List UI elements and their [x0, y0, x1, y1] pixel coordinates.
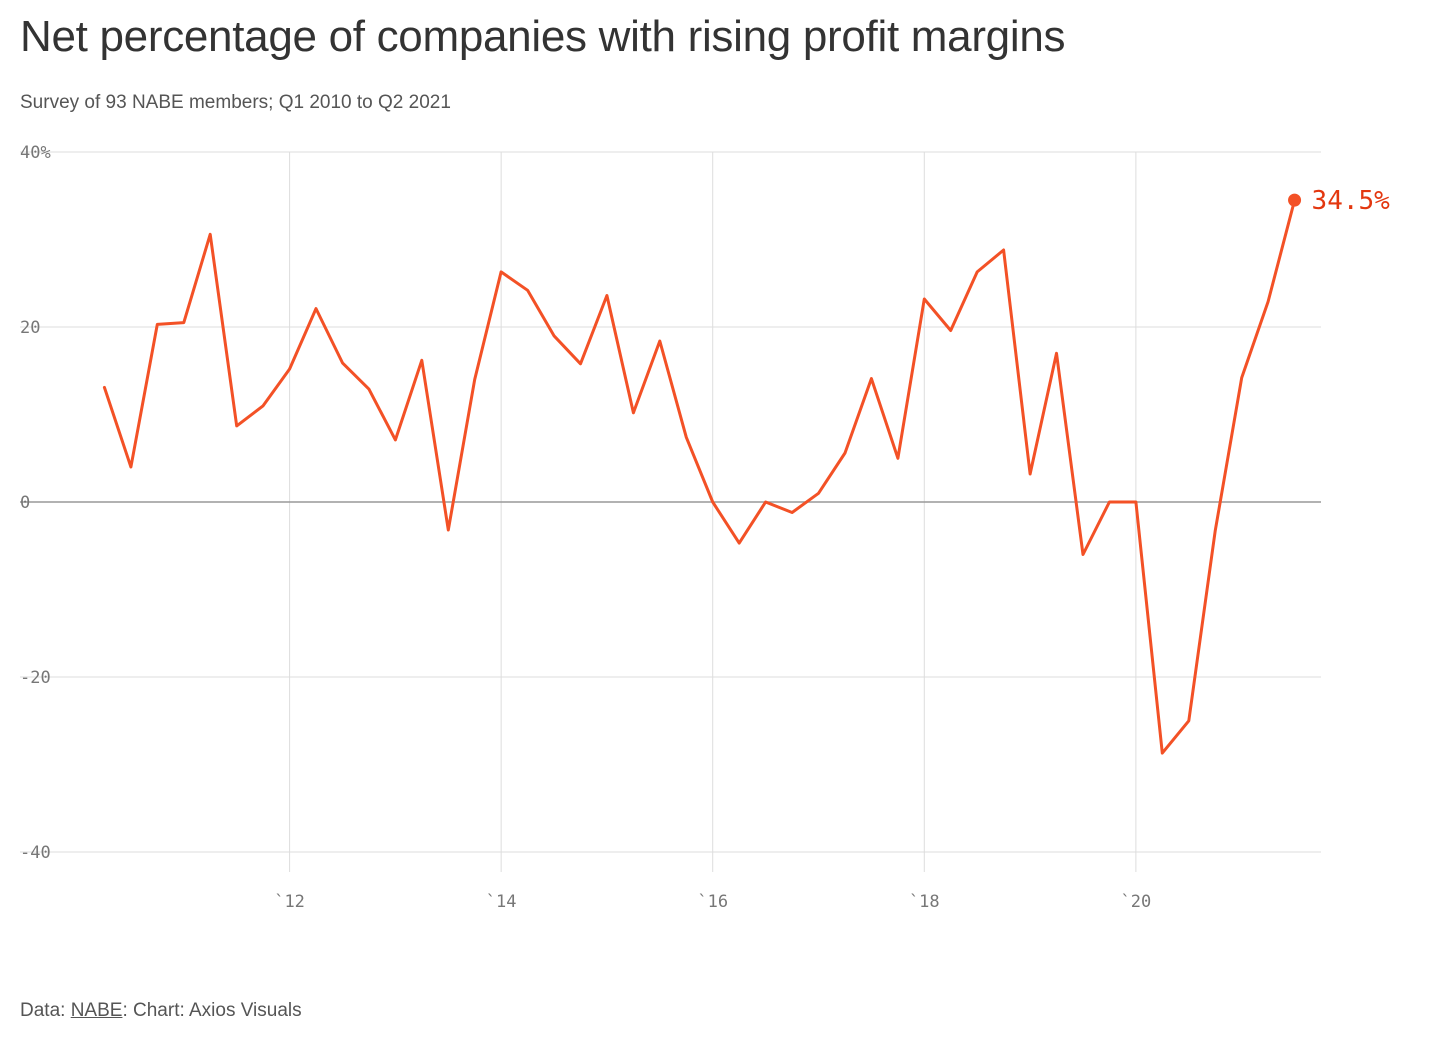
- x-tick-label: `16: [697, 892, 728, 912]
- x-tick-label: `20: [1121, 892, 1152, 912]
- line-chart: `12 `14 `16 `18 `20 40% 20 0 -20 -40 34.5%: [20, 143, 1391, 912]
- end-value-label: 34.5%: [1312, 186, 1391, 216]
- y-tick-label: -20: [20, 668, 51, 688]
- footer-prefix: Data:: [20, 1000, 71, 1021]
- footer-suffix: : Chart: Axios Visuals: [122, 1000, 302, 1021]
- grid-layer: [20, 151, 1321, 872]
- y-tick-label: 40%: [20, 143, 51, 163]
- chart-subtitle: Survey of 93 NABE members; Q1 2010 to Q2…: [20, 92, 451, 113]
- y-tick-label: -40: [20, 843, 51, 863]
- x-tick-label: `18: [909, 892, 940, 912]
- x-tick-label: `14: [486, 892, 517, 912]
- source-link[interactable]: NABE: [70, 1000, 123, 1021]
- axis-labels: `12 `14 `16 `18 `20 40% 20 0 -20 -40: [20, 143, 1151, 912]
- end-point: [1288, 193, 1302, 207]
- chart-title: Net percentage of companies with rising …: [20, 12, 1066, 61]
- y-tick-label: 0: [20, 493, 30, 513]
- x-tick-label: `12: [274, 892, 305, 912]
- chart-footer: Data: NABE: Chart: Axios Visuals: [20, 1000, 302, 1022]
- series-layer: 34.5%: [102, 186, 1391, 755]
- y-tick-label: 20: [20, 318, 40, 338]
- series-line: [102, 198, 1297, 755]
